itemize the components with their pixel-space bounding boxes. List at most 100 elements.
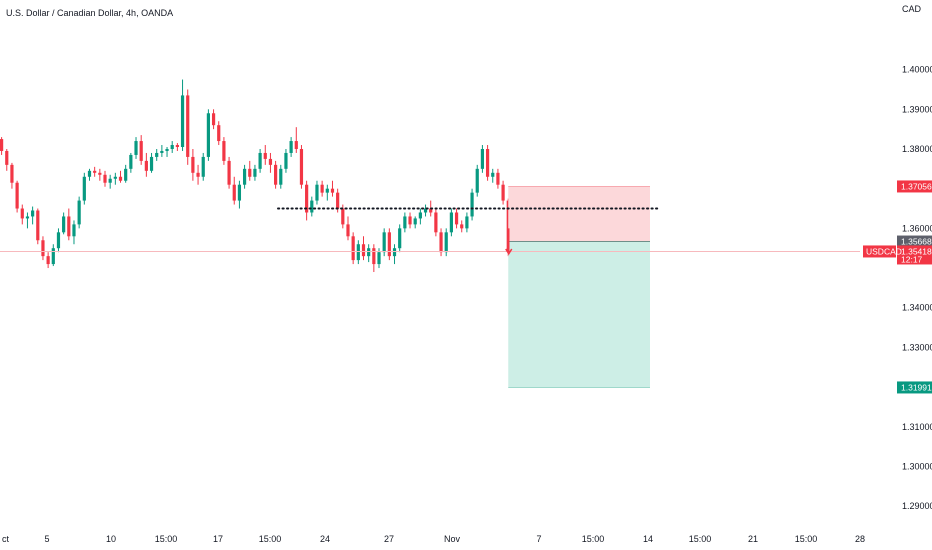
candle-body [175, 145, 179, 148]
candle-body [41, 240, 45, 257]
price-tag-bg [897, 235, 932, 248]
down-arrow-head [505, 248, 513, 256]
candle-body [325, 188, 329, 193]
candle-body [211, 113, 216, 126]
candle-body [201, 156, 205, 177]
candle-body [263, 152, 267, 159]
x-tick-label: ct [2, 534, 10, 544]
candle-body [242, 168, 247, 185]
candle-body [113, 176, 117, 179]
candle-body [253, 168, 257, 177]
price-tag-label: 1.37056 [901, 181, 932, 191]
candle-body [460, 224, 464, 229]
candle-body [367, 248, 371, 257]
candle-body [398, 228, 402, 249]
candle-body [51, 248, 55, 265]
current-price-tag-label: 1.35418 [901, 246, 932, 256]
candle-body [108, 178, 112, 183]
x-tick-label: 7 [536, 534, 541, 544]
x-tick-label: 15:00 [155, 534, 178, 544]
countdown-label: 12:17 [901, 254, 923, 264]
candle-body [134, 141, 138, 155]
candle-body [336, 192, 340, 209]
candle-body [155, 152, 159, 157]
candle-body [454, 212, 459, 225]
candle-body [124, 168, 128, 181]
x-tick-label: 15:00 [259, 534, 282, 544]
candle-body [118, 176, 123, 181]
x-tick-label: 15:00 [689, 534, 712, 544]
candle-body [87, 170, 92, 177]
candle-body [144, 160, 148, 171]
candle-body [258, 152, 262, 169]
symbol-tag-label: USDCAD [866, 246, 902, 256]
candle-body [413, 218, 417, 225]
candle-body [103, 174, 107, 183]
candle-body [15, 182, 19, 209]
candle-body [56, 232, 61, 249]
candle-body [274, 164, 278, 185]
candle-body [206, 113, 210, 157]
candle-body [434, 212, 438, 233]
candle-body [0, 139, 4, 151]
candle-body [310, 200, 314, 213]
price-tag-label: 1.31991 [901, 382, 932, 392]
candle-body [227, 160, 231, 185]
candle-body [491, 172, 495, 177]
candle-body [351, 236, 355, 261]
candle-body [237, 184, 242, 201]
candle-body [139, 141, 143, 161]
candle-body [439, 232, 443, 253]
candle-body [284, 152, 288, 169]
candle-body [217, 125, 221, 142]
candle-body [305, 184, 309, 213]
candle-body [77, 200, 81, 225]
candle-body [62, 216, 66, 233]
x-axis: ct 5 10 15:00 17 15:00 24 27 Nov 7 15:00 14 15:00 21 1… [2, 534, 865, 544]
candle-body [149, 156, 154, 171]
candle-body [170, 145, 174, 149]
stop-loss-zone [508, 186, 650, 242]
candle-body [186, 95, 190, 157]
candle-body [429, 208, 433, 213]
candle-body [361, 244, 366, 257]
y-tick-label: 1.39000 [902, 104, 932, 114]
y-tick-label: 1.40000 [902, 65, 932, 75]
candle-body [20, 208, 24, 219]
candle-body [392, 248, 397, 257]
candle-body [341, 208, 345, 225]
y-tick-label: 1.33000 [902, 342, 932, 352]
candle-body [248, 168, 252, 177]
y-tick-label: 1.34000 [902, 303, 932, 313]
x-tick-label: 14 [643, 534, 653, 544]
candle-body [480, 148, 485, 169]
candle-body [191, 156, 195, 173]
axis-currency-label: CAD [902, 4, 922, 14]
price-tag-bg [897, 180, 932, 193]
candle-body [98, 172, 102, 175]
x-tick-label: 10 [106, 534, 116, 544]
chart-title: U.S. Dollar / Canadian Dollar, 4h, OANDA [6, 8, 173, 18]
candle-body [67, 216, 71, 237]
x-tick-label: 27 [384, 534, 394, 544]
candle-body [180, 95, 185, 148]
candle-body [268, 158, 273, 165]
x-tick-label: 24 [320, 534, 330, 544]
symbol-tag-bg [863, 245, 896, 258]
candle-body [93, 170, 97, 173]
y-tick-label: 1.36000 [902, 223, 932, 233]
x-tick-label: 28 [855, 534, 865, 544]
candle-body [36, 210, 40, 241]
candle-body [294, 141, 298, 149]
candle-body [129, 154, 133, 169]
x-tick-label: 15:00 [795, 534, 818, 544]
x-tick-label: 15:00 [582, 534, 605, 544]
candle-body [320, 184, 324, 193]
candle-body [418, 212, 422, 219]
x-tick-label: 17 [213, 534, 223, 544]
candle-body [289, 141, 293, 153]
candle-body [485, 148, 490, 177]
candle-body [377, 252, 381, 265]
candle-body [72, 224, 76, 237]
